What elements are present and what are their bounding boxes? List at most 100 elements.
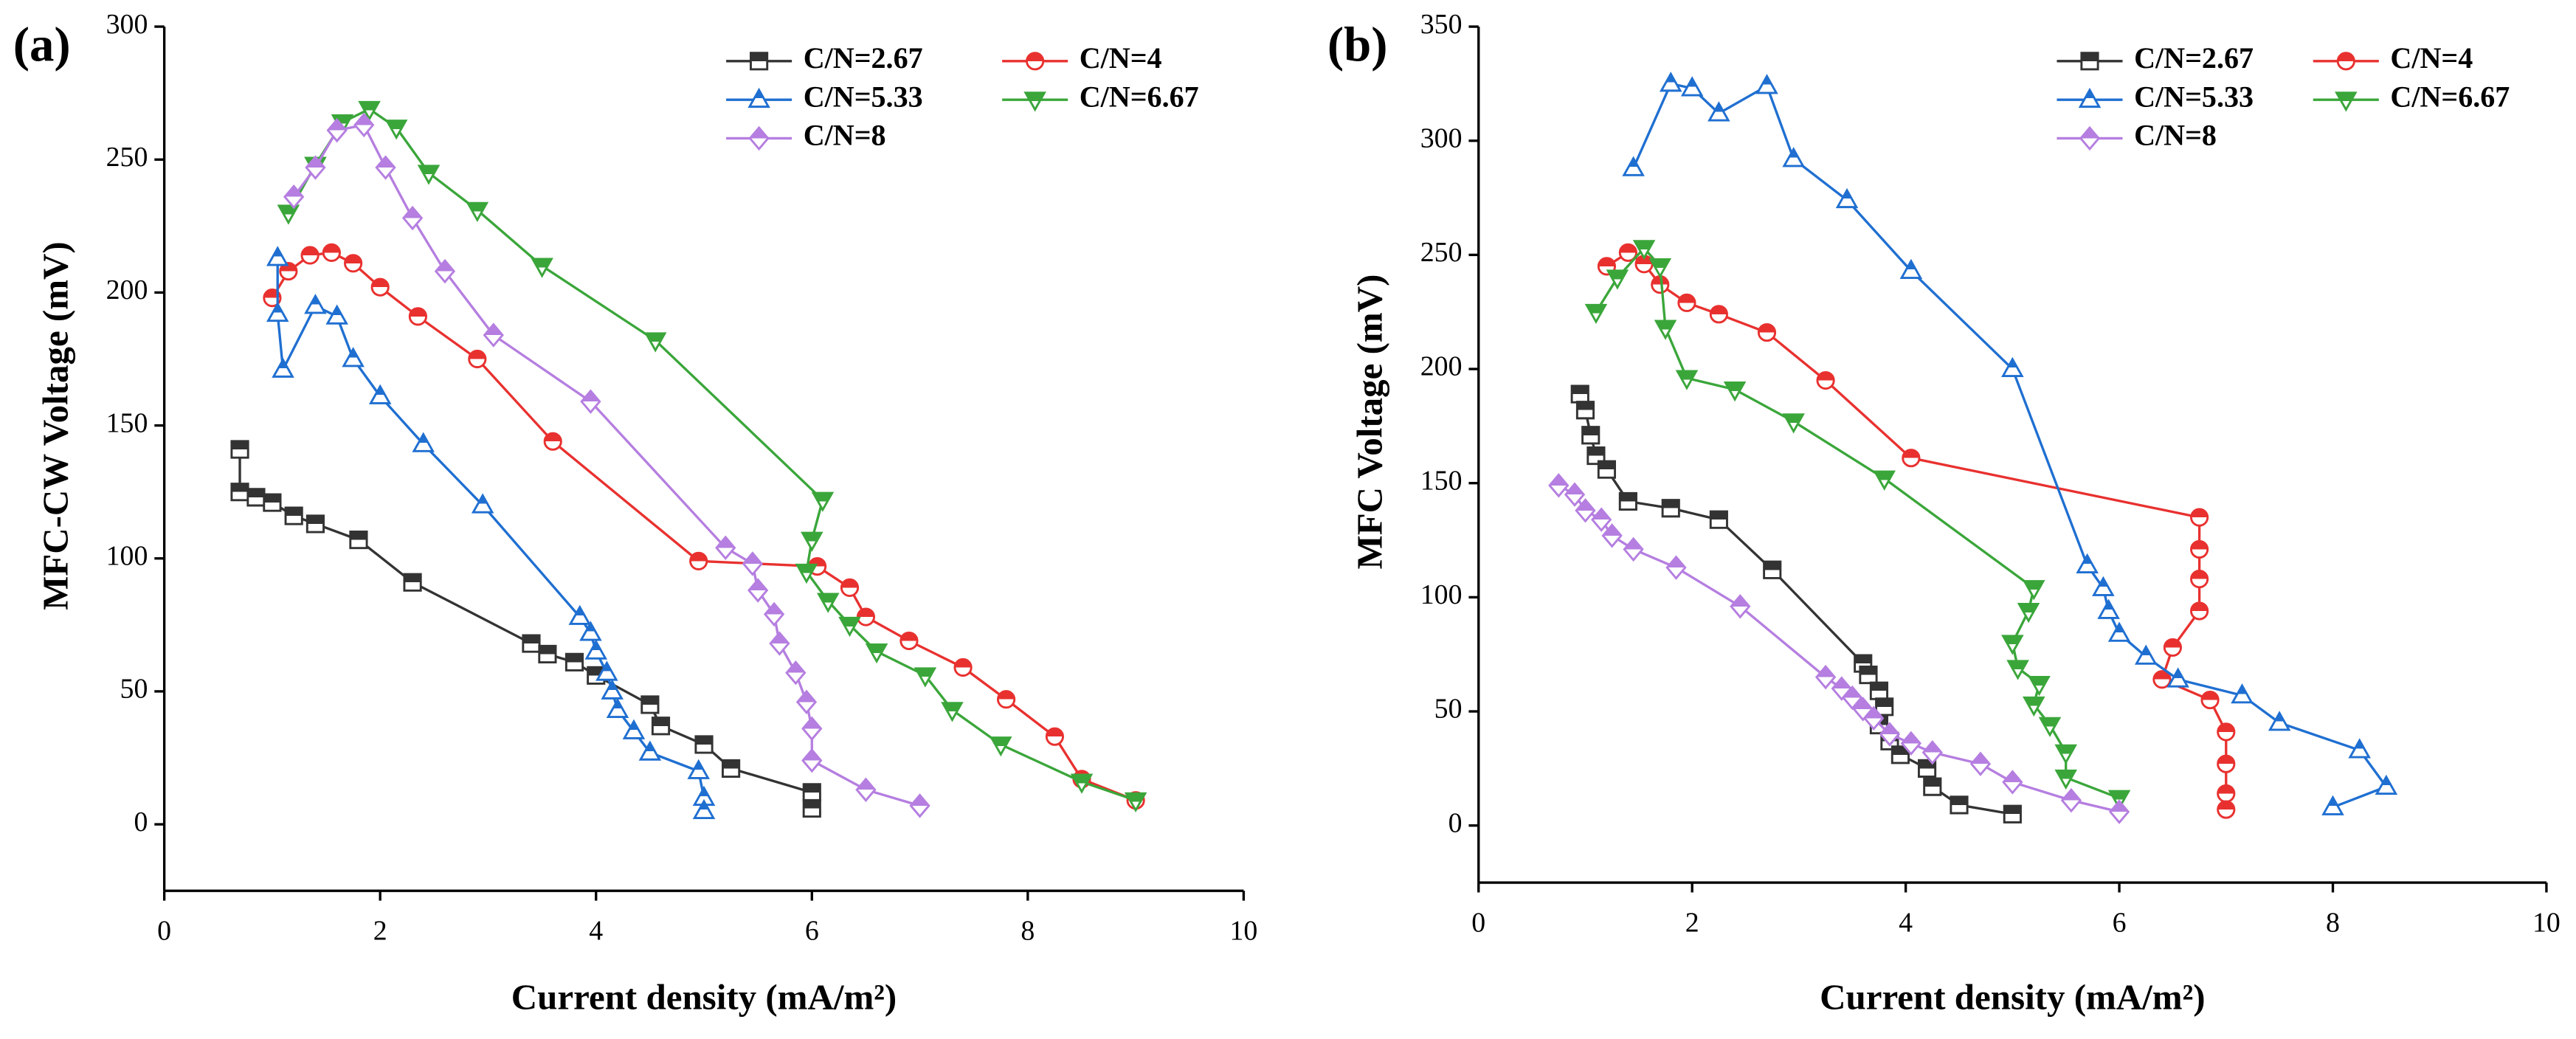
data-point: [1707, 101, 1730, 122]
data-point: [1879, 722, 1901, 747]
data-point: [375, 155, 396, 180]
series-line: [1606, 251, 2228, 810]
data-point: [2190, 570, 2209, 589]
x-tick-label: 10: [1229, 916, 1257, 947]
data-point: [466, 201, 489, 223]
data-point: [816, 593, 840, 613]
data-point: [2163, 638, 2182, 657]
legend-marker: [747, 87, 770, 108]
data-point: [2152, 670, 2172, 689]
data-point: [747, 578, 769, 603]
data-point: [989, 736, 1012, 757]
data-point: [403, 573, 422, 592]
data-point: [408, 307, 427, 326]
data-point: [1730, 594, 1751, 619]
data-point: [483, 322, 504, 348]
data-point: [2038, 717, 2062, 737]
data-point: [230, 483, 249, 502]
data-point: [801, 716, 823, 742]
legend-marker: [2336, 52, 2355, 71]
data-point: [1606, 269, 1629, 290]
data-point: [1591, 507, 1612, 532]
legend-label: C/N=8: [804, 119, 886, 152]
data-point: [1757, 323, 1777, 342]
data-point: [742, 551, 763, 576]
data-point: [2076, 553, 2099, 573]
data-point: [2217, 722, 2236, 742]
y-tick-label: 200: [1420, 351, 1463, 382]
data-point: [687, 759, 710, 779]
data-point: [1863, 705, 1885, 731]
data-point: [263, 493, 282, 512]
data-point: [538, 644, 557, 664]
data-point: [1816, 371, 1835, 390]
data-point: [1763, 560, 1782, 579]
data-point: [326, 117, 348, 143]
data-point: [595, 660, 618, 681]
y-tick-label: 0: [1448, 807, 1463, 838]
data-point: [1665, 555, 1687, 580]
data-point: [1899, 258, 1923, 279]
data-point: [1648, 258, 1672, 279]
legend-label: C/N=2.67: [804, 41, 923, 75]
data-point: [2217, 784, 2236, 803]
data-point: [722, 759, 741, 778]
data-point: [953, 657, 973, 677]
y-tick-label: 150: [106, 407, 148, 438]
data-point: [1570, 384, 1589, 404]
data-point: [601, 679, 624, 700]
data-point: [651, 717, 671, 736]
data-point: [1677, 293, 1696, 312]
y-tick-label: 250: [1420, 237, 1463, 268]
data-point: [643, 332, 667, 353]
data-point: [1923, 777, 1942, 796]
data-point: [795, 689, 818, 715]
data-point: [2023, 580, 2045, 601]
data-point: [795, 563, 818, 584]
series-line: [292, 123, 921, 807]
data-point: [283, 184, 305, 210]
y-tick-label: 50: [120, 674, 148, 705]
data-point: [1548, 473, 1570, 498]
data-point: [1950, 795, 1969, 815]
data-point: [606, 697, 629, 719]
data-point: [1890, 745, 1910, 764]
series-line: [271, 251, 1136, 802]
data-point: [2001, 356, 2024, 377]
data-point: [899, 631, 919, 650]
data-point: [564, 652, 584, 672]
data-point: [638, 740, 662, 761]
data-point: [2190, 508, 2209, 527]
y-tick-label: 200: [106, 275, 148, 306]
data-point: [909, 793, 930, 818]
x-tick-label: 4: [589, 916, 603, 947]
data-point: [997, 690, 1016, 709]
data-point: [568, 604, 592, 625]
data-point: [263, 289, 282, 308]
data-point: [384, 120, 408, 140]
legend-marker: [1023, 92, 1046, 112]
x-tick-label: 10: [2532, 908, 2561, 939]
data-point: [522, 634, 541, 653]
data-point: [471, 493, 494, 514]
data-point: [1584, 303, 1608, 325]
data-point: [2217, 754, 2236, 773]
data-point: [689, 551, 708, 570]
legend-label: C/N=4: [2390, 41, 2473, 75]
series-line: [1578, 393, 2013, 815]
data-point: [856, 607, 876, 626]
data-point: [305, 155, 326, 180]
y-tick-label: 0: [134, 807, 148, 838]
data-point: [801, 531, 823, 552]
data-point: [622, 719, 646, 739]
data-point: [855, 777, 877, 802]
data-point: [1618, 491, 1637, 511]
data-point: [1709, 305, 1728, 324]
data-point: [1575, 401, 1595, 420]
legend-label: C/N=6.67: [1080, 80, 1199, 113]
data-point: [1564, 482, 1586, 507]
x-axis-label: Current density (mA/m²): [511, 977, 897, 1018]
panel-label: (a): [13, 18, 71, 72]
data-point: [2001, 635, 2024, 655]
